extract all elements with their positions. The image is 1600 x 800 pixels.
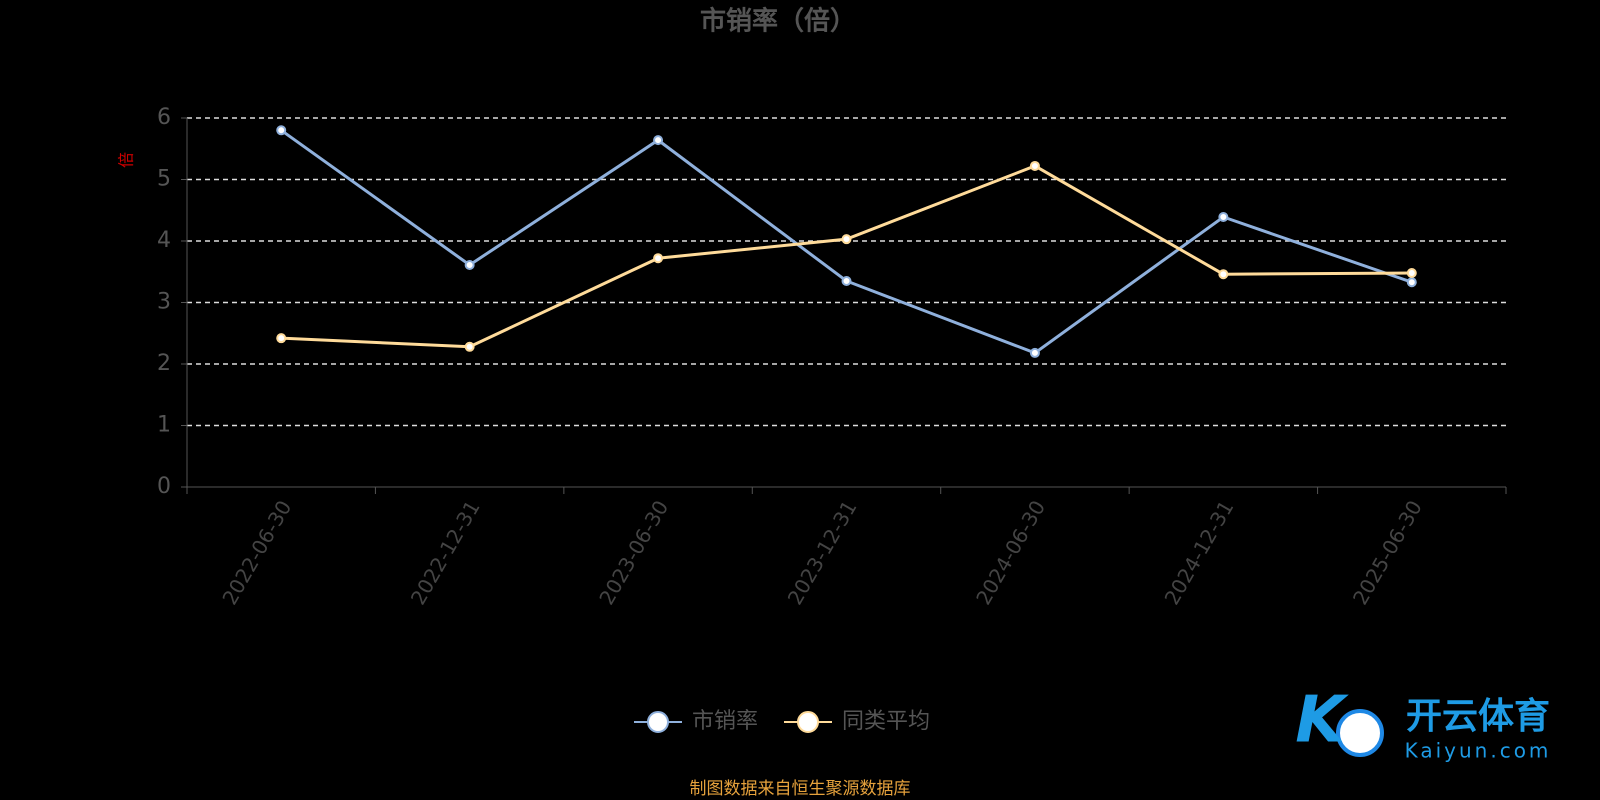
y-tick-label: 0 — [157, 474, 171, 499]
y-tick-label: 4 — [157, 228, 171, 253]
point — [464, 341, 475, 352]
y-tick-label: 6 — [157, 105, 171, 130]
point — [653, 135, 664, 146]
point — [276, 333, 287, 344]
logo-ball — [1336, 709, 1384, 757]
point — [464, 259, 475, 270]
chart-title: 市销率（倍） — [700, 6, 856, 37]
point — [1218, 269, 1229, 280]
point — [841, 234, 852, 245]
legend-marker — [647, 711, 669, 733]
y-tick-label: 5 — [157, 167, 171, 192]
watermark: K 开云体育 Kaiyun.com — [1295, 684, 1552, 763]
point — [1406, 267, 1417, 278]
point — [1406, 277, 1417, 288]
legend-label: 同类平均 — [842, 709, 930, 734]
y-tick-label: 2 — [157, 351, 171, 376]
point — [1218, 212, 1229, 223]
point — [276, 125, 287, 136]
legend-marker — [797, 711, 819, 733]
point — [841, 275, 852, 286]
y-tick-label: 1 — [157, 413, 171, 438]
point — [653, 253, 664, 264]
point — [1029, 160, 1040, 171]
y-axis-label: 倍 — [117, 152, 136, 168]
logo-k: K — [1295, 684, 1349, 758]
y-tick-label: 3 — [157, 290, 171, 315]
site: Kaiyun.com — [1405, 739, 1552, 763]
point — [1029, 347, 1040, 358]
brand: 开云体育 — [1406, 696, 1550, 737]
source: 制图数据来自恒生聚源数据库 — [690, 779, 911, 799]
legend-label: 市销率 — [692, 709, 758, 734]
